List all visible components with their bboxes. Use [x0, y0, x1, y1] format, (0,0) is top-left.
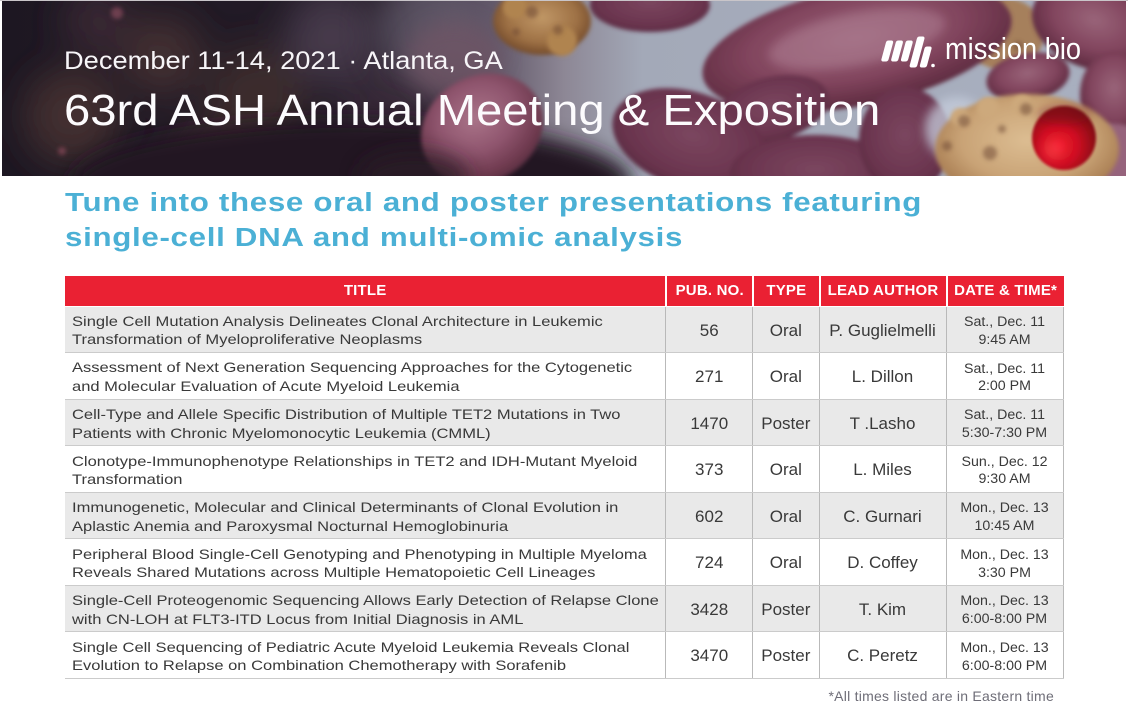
svg-text:mission bio: mission bio — [945, 31, 1081, 66]
